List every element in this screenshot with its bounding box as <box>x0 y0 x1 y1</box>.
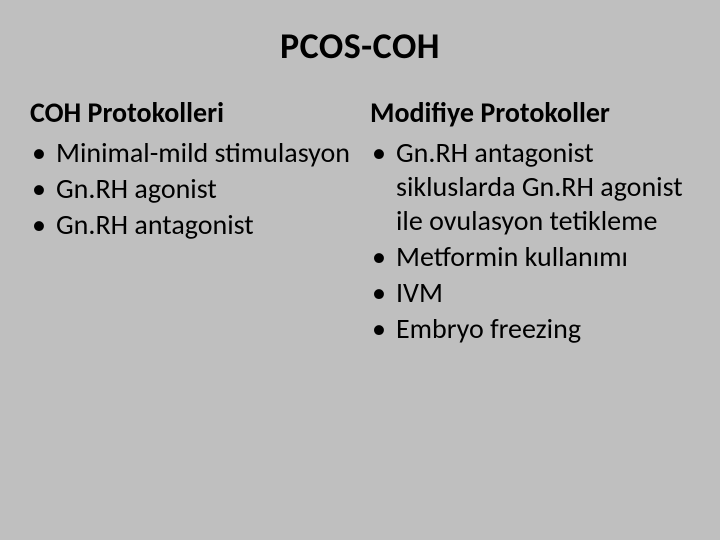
list-item: IVM <box>370 276 690 310</box>
list-item: Gn.RH antagonist sikluslarda Gn.RH agoni… <box>370 136 690 238</box>
right-list: Gn.RH antagonist sikluslarda Gn.RH agoni… <box>370 136 690 347</box>
right-heading: Modifiye Protokoller <box>370 96 690 130</box>
right-column: Modifiye Protokoller Gn.RH antagonist si… <box>370 96 690 349</box>
left-column: COH Protokolleri Minimal-mild stimulasyo… <box>30 96 350 349</box>
list-item: Gn.RH antagonist <box>30 208 350 242</box>
slide-title: PCOS-COH <box>30 24 690 68</box>
list-item: Embryo freezing <box>370 312 690 346</box>
left-list: Minimal-mild stimulasyon Gn.RH agonist G… <box>30 136 350 242</box>
columns-container: COH Protokolleri Minimal-mild stimulasyo… <box>30 96 690 349</box>
left-heading: COH Protokolleri <box>30 96 350 130</box>
list-item: Metformin kullanımı <box>370 240 690 274</box>
list-item: Gn.RH agonist <box>30 172 350 206</box>
list-item: Minimal-mild stimulasyon <box>30 136 350 170</box>
